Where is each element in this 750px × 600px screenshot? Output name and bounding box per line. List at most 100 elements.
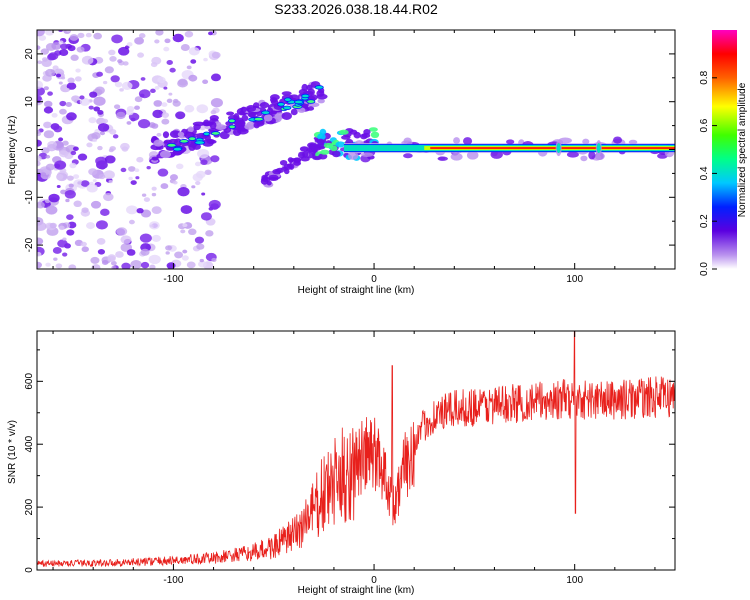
spectrogram-branch-blob (368, 127, 378, 132)
spectrogram-branch-peak (261, 110, 271, 115)
spectrogram-noise-blob (55, 73, 62, 78)
spectrogram-noise-blob (199, 258, 204, 263)
carrier-bump (556, 143, 561, 154)
snr-ytick-label: 0 (24, 567, 35, 573)
spectrogram-branch-blob (263, 114, 273, 122)
spectrogram-branch-blob (331, 150, 341, 158)
spectrogram-branch-blob (283, 168, 290, 175)
spectrogram-noise-blob (136, 207, 144, 214)
spectrogram-noise-blob (98, 173, 106, 180)
spectrogram-noise-blob (128, 176, 133, 181)
spectrogram-noise-blob (45, 154, 51, 159)
spectrogram-noise-blob (66, 214, 74, 221)
spectrogram-branch-peak (172, 146, 183, 152)
spectrogram-noise-blob (37, 221, 47, 231)
spectrogram-noise-blob (53, 257, 58, 261)
spectrogram-noise-blob (126, 205, 138, 215)
spectrogram-noise-blob (163, 86, 168, 90)
spectrogram-noise-blob (43, 106, 54, 114)
spectrogram-branch-peak (294, 99, 304, 105)
spectrogram-noise-blob (77, 32, 85, 39)
spectrogram-noise-blob (151, 123, 159, 129)
carrier-halo-blob (566, 151, 579, 158)
spectrogram-noise-blob (103, 170, 115, 180)
spectrogram-noise-blob (184, 30, 194, 38)
spectrogram-noise-blob (48, 193, 60, 203)
carrier-halo-blob (628, 139, 638, 145)
spectrogram-branch-peak (253, 116, 264, 122)
spectrogram-noise-blob (200, 159, 208, 166)
spectrogram-noise-blob (89, 91, 98, 98)
spectrogram-noise-blob (191, 185, 196, 189)
spectrogram-branch-peak (228, 118, 236, 124)
snr-xtick-label: -100 (163, 575, 183, 586)
spectrogram-noise-blob (174, 251, 184, 259)
spectrogram-noise-blob (108, 148, 114, 153)
carrier-core (430, 147, 675, 150)
carrier-halo-blob (466, 150, 479, 160)
colorbar: 0.0 0.2 0.4 0.6 0.8 Normalized spectral ampl… (699, 30, 748, 276)
spectrogram-noise-blob (121, 81, 133, 91)
spectrogram-noise-blob (37, 251, 42, 257)
spectrogram-noise-blob (161, 112, 170, 118)
spectrogram-noise-blob (96, 238, 106, 245)
spectrogram-noise-blob (54, 160, 67, 170)
spectrogram-branch-blob (311, 144, 319, 151)
spectrogram-branch-peak (228, 124, 236, 130)
spectrogram-noise-blob (146, 165, 151, 170)
spectrogram-branch-peak (277, 102, 285, 107)
spectrogram-noise-blob (110, 260, 117, 266)
spectrogram-noise-blob (176, 163, 184, 170)
spectrogram-noise-blob (65, 102, 72, 107)
carrier-bump (596, 143, 601, 154)
spectrogram-branch-blob (335, 141, 346, 148)
spectrogram-noise-blob (190, 59, 197, 64)
spectrogram-noise-blob (126, 109, 134, 116)
spectrogram-branch-blob (281, 112, 293, 120)
spectrogram-noise-blob (126, 249, 136, 256)
spectrogram-noise-blob (64, 190, 76, 199)
spectrogram-noise-blob (59, 49, 69, 56)
spectrogram-noise-blob (60, 189, 67, 195)
spectrogram-branch-blob (306, 84, 313, 91)
spectrogram-noise-blob (77, 181, 82, 185)
spectrogram-noise-blob (43, 121, 52, 129)
spectrogram-noise-blob (42, 57, 48, 62)
colorbar-gradient (712, 30, 737, 269)
spectrogram-noise-blob (92, 138, 98, 143)
spectrogram-noise-blob (172, 180, 178, 185)
snr-ytick-label: 400 (24, 435, 35, 452)
spectrogram-noise-blob (37, 129, 41, 134)
spectrogram-branch-blob (246, 105, 257, 112)
spectrogram-noise-blob (119, 88, 124, 92)
spectrogram-noise-blob (104, 66, 114, 74)
spectrogram-branch-blob (281, 91, 292, 96)
spectrogram-noise-blob (37, 261, 42, 269)
spectrogram-branch-blob (301, 83, 308, 92)
spectrogram-noise-blob (92, 179, 97, 183)
spectrogram-noise-blob (120, 235, 132, 244)
spectrogram-noise-blob (74, 76, 82, 82)
spectrogram-branch-blob (338, 129, 349, 135)
spectrogram-noise-blob (200, 212, 212, 221)
spectrogram-noise-blob (196, 104, 209, 114)
spectrogram-noise-blob (100, 208, 110, 216)
spectrogram-noise-blob (107, 255, 116, 263)
spectrogram-noise-blob (208, 31, 213, 36)
spectrogram-noise-blob (69, 162, 77, 169)
spectrogram-noise-blob (59, 150, 69, 158)
spectrogram-noise-blob (196, 243, 205, 250)
spectrogram-noise-blob (37, 155, 42, 163)
spectrogram-image (37, 30, 675, 269)
spectrogram-noise-blob (186, 261, 196, 269)
spectrogram-ytick-label: -10 (24, 190, 35, 205)
spectrogram-noise-blob (115, 251, 124, 258)
spectrogram-noise-blob (66, 30, 71, 33)
spectrogram-noise-blob (116, 111, 126, 120)
spectrogram-noise-blob (194, 161, 201, 167)
colorbar-tick-label: 0.0 (699, 262, 710, 276)
spectrogram-branch-blob (330, 145, 338, 152)
spectrogram-noise-blob (62, 140, 69, 146)
